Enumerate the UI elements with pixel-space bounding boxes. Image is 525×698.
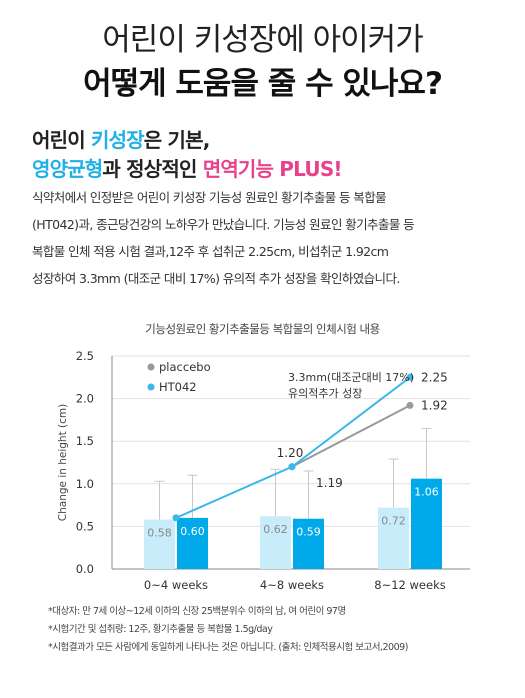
height-change-chart: 0.0 0.5 1.0 1.5 2.0 2.5 Change in height (cm) 0… — [57, 349, 470, 592]
bar-value-label: 0.72 — [381, 515, 406, 528]
x-tick-label: 0~4 weeks — [144, 578, 208, 592]
description: 식약처에서 인정받은 어린이 키성장 기능성 원료인 황기추출물 등 복합물 (… — [32, 184, 502, 292]
point-ht042 — [406, 373, 414, 381]
description-line: 식약처에서 인정받은 어린이 키성장 기능성 원료인 황기추출물 등 복합물 — [32, 190, 387, 205]
legend-marker — [147, 363, 155, 371]
subheading-text: 은 기본, — [143, 128, 211, 152]
subheading-highlight: 키성장 — [90, 128, 145, 152]
chart-title: 기능성원료인 황기추출물등 복합물의 인체시험 내용 — [145, 322, 380, 336]
x-tick-label: 8~12 weeks — [374, 578, 445, 592]
y-axis-label: Change in height (cm) — [57, 404, 69, 521]
description-line: 성장하여 3.3mm (대조군 대비 17%) 유의적 추가 성장을 확인하였습… — [32, 271, 400, 286]
legend-label: HT042 — [159, 380, 197, 394]
x-tick-label: 4~8 weeks — [260, 578, 324, 592]
bar-value-label: 0.59 — [296, 526, 321, 539]
bar-ht042 — [293, 518, 324, 569]
legend-label: placcebo — [159, 360, 211, 374]
description-line: (HT042)과, 종근당건강의 노하우가 만났습니다. 기능성 원료인 황기추… — [32, 217, 415, 232]
subheading-highlight-pink: 면역기능 PLUS! — [202, 157, 343, 181]
line-placebo — [291, 404, 411, 468]
footnote: *대상자: 만 7세 이상~12세 이하의 신장 25백분위수 이하의 남, 여… — [48, 606, 346, 617]
point-value-label: 2.25 — [421, 370, 448, 384]
subheading-line-2: 영양균형과 정상적인 면역기능 PLUS! — [32, 153, 343, 182]
point-value-label: 1.19 — [316, 476, 343, 490]
point-placebo — [406, 401, 414, 409]
subheading-highlight: 영양균형 — [32, 157, 103, 181]
point-value-label: 1.20 — [277, 446, 304, 460]
point-ht042 — [172, 514, 180, 522]
bar-value-label: 0.58 — [147, 527, 172, 540]
point-ht042 — [288, 463, 296, 471]
y-tick-label: 1.5 — [76, 434, 94, 448]
legend-marker — [147, 383, 155, 391]
bar-value-label: 0.60 — [180, 525, 205, 538]
footnotes: *대상자: 만 7세 이상~12세 이하의 신장 25백분위수 이하의 남, 여… — [48, 603, 408, 657]
description-line: 복합물 인체 적용 시험 결과,12주 후 섭취군 2.25cm, 비섭취군 1… — [32, 244, 389, 259]
footnote: *시험결과가 모든 사람에게 동일하게 나타나는 것은 아닙니다. (출처: 인… — [48, 642, 408, 653]
heading-line-1: 어린이 키성장에 아이커가 — [102, 22, 423, 58]
heading-line-2: 어떻게 도움을 줄 수 있나요? — [83, 66, 443, 102]
y-tick-label: 0.0 — [76, 562, 94, 576]
y-tick-label: 1.0 — [76, 477, 94, 491]
point-value-label: 1.92 — [421, 398, 448, 412]
chart-annotation: 유의적추가 성장 — [288, 387, 362, 400]
bar-value-label: 0.62 — [263, 523, 288, 536]
y-tick-label: 2.0 — [76, 392, 94, 406]
bar-ht042 — [411, 478, 442, 569]
y-tick-label: 2.5 — [76, 349, 94, 363]
bar-ht042 — [177, 517, 208, 569]
subheading-line-1: 어린이 키성장은 기본, — [32, 124, 210, 153]
bar-placebo — [144, 519, 175, 569]
bar-value-label: 1.06 — [414, 486, 439, 499]
subheading-text: 어린이 — [32, 128, 91, 152]
footnote: *시험기간 및 섭취량: 12주, 황기추출물 등 복합물 1.5g/day — [48, 624, 273, 635]
y-tick-label: 0.5 — [76, 519, 94, 533]
bar-placebo — [378, 507, 409, 569]
chart-annotation: 3.3mm(대조군대비 17%) — [288, 371, 414, 384]
subheading-text: 과 정상적인 — [102, 157, 203, 181]
bar-placebo — [260, 516, 291, 569]
